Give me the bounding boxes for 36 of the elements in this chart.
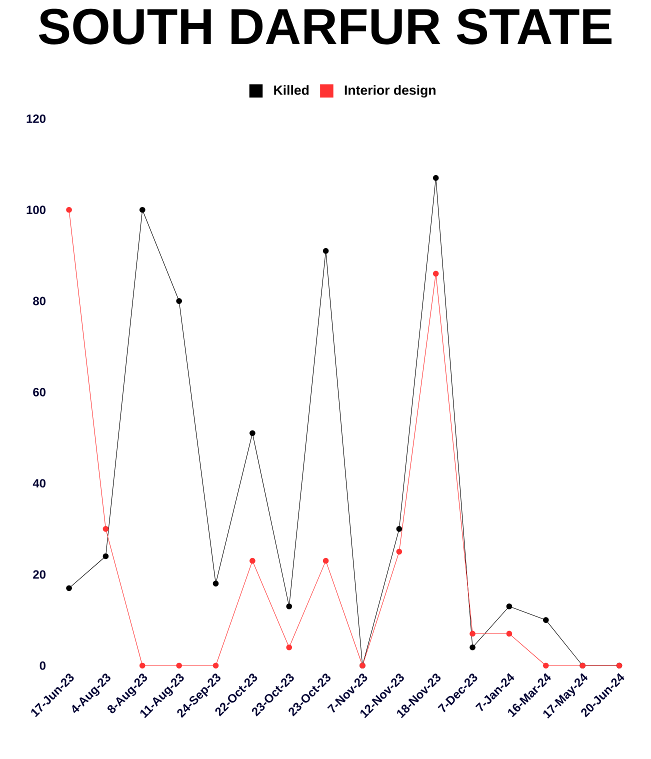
point <box>102 553 109 560</box>
point <box>212 662 219 669</box>
point <box>66 585 72 592</box>
y-tick-label: 80 <box>33 296 46 306</box>
point <box>506 630 512 637</box>
point <box>396 548 402 555</box>
point <box>66 206 72 213</box>
point <box>102 526 109 532</box>
y-tick-label: 100 <box>26 206 46 214</box>
point <box>470 630 476 637</box>
point <box>176 662 182 669</box>
point <box>396 526 402 532</box>
point <box>470 644 476 650</box>
point <box>543 617 549 623</box>
y-tick-label: 40 <box>32 479 46 488</box>
legend-label: Killed <box>274 85 309 95</box>
point <box>322 248 329 254</box>
point <box>286 603 292 610</box>
point <box>176 298 182 304</box>
point <box>140 206 146 213</box>
point <box>506 603 512 610</box>
point <box>432 270 439 277</box>
y-tick-label: 20 <box>33 570 46 579</box>
point <box>250 430 256 436</box>
y-tick-label: 60 <box>33 388 46 396</box>
point <box>212 580 219 587</box>
point <box>250 558 256 564</box>
point <box>543 662 549 669</box>
point <box>286 644 292 650</box>
y-tick-label: 0 <box>40 661 46 670</box>
chart-title: SOUTH DARFUR STATE <box>38 8 612 44</box>
point <box>322 558 329 564</box>
y-tick-label: 120 <box>26 114 46 123</box>
point <box>432 175 439 181</box>
point <box>140 662 146 669</box>
legend-label: Interior design <box>344 85 436 98</box>
